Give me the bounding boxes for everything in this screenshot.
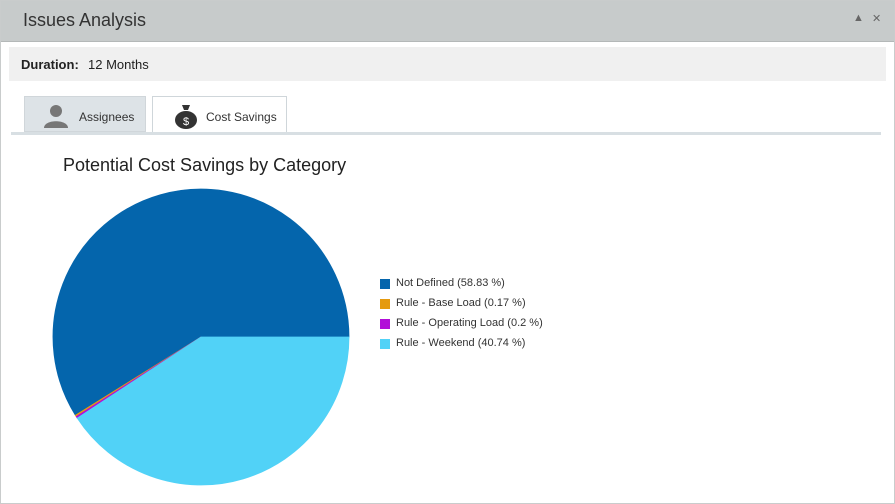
duration-value: 12 Months [88,57,149,72]
pie-chart [52,188,350,486]
tab-assignees[interactable]: Assignees [24,96,146,132]
panel-titlebar: Issues Analysis ▲ ✕ [1,1,894,42]
legend-swatch [380,339,390,349]
chart-title: Potential Cost Savings by Category [63,155,347,175]
close-icon[interactable]: ✕ [872,13,882,25]
legend-label: Not Defined (58.83 %) [396,277,505,289]
money-bag-icon: $ [175,105,197,129]
legend-label: Rule - Operating Load (0.2 %) [396,317,543,329]
legend-swatch [380,319,390,329]
tab-cost-savings[interactable]: $ Cost Savings [152,96,287,135]
legend-label: Rule - Weekend (40.74 %) [396,337,526,349]
collapse-icon[interactable]: ▲ [853,12,864,24]
tab-assignees-label: Assignees [79,110,135,124]
svg-text:$: $ [183,116,189,128]
duration-label: Duration: [21,57,79,72]
tab-cost-savings-label: Cost Savings [206,110,277,124]
panel-title: Issues Analysis [23,10,147,30]
duration-bar: Duration: 12 Months [9,47,886,81]
person-icon [44,105,68,128]
legend-swatch [380,279,390,289]
legend-swatch [380,299,390,309]
pie-slice[interactable] [76,336,350,486]
pie-slice[interactable] [52,188,350,416]
tab-divider [11,132,881,135]
legend-label: Rule - Base Load (0.17 %) [396,297,526,309]
